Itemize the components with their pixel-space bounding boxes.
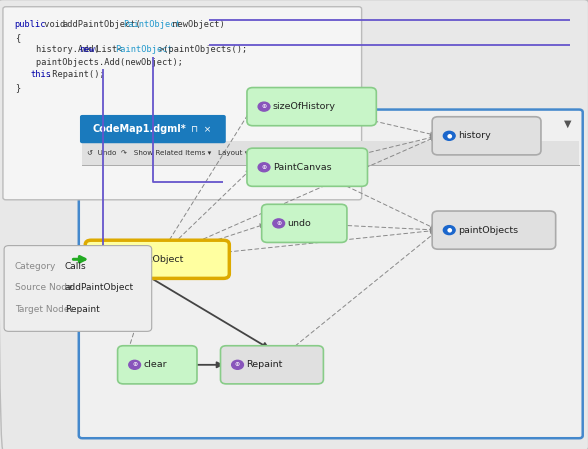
Text: paintObjects.Add(newObject);: paintObjects.Add(newObject); (15, 58, 183, 67)
Text: addPaintObject(: addPaintObject( (63, 20, 142, 29)
Circle shape (273, 219, 285, 228)
Circle shape (258, 163, 270, 172)
Text: ⊕: ⊕ (132, 362, 137, 367)
FancyBboxPatch shape (118, 346, 197, 384)
Text: ⊓  ×: ⊓ × (191, 124, 211, 134)
Text: PaintObject: PaintObject (123, 20, 181, 29)
Circle shape (258, 102, 270, 111)
Text: undo: undo (288, 219, 311, 228)
Text: addPaintObject: addPaintObject (65, 283, 134, 292)
Text: PaintCanvas: PaintCanvas (273, 163, 332, 172)
Text: Calls: Calls (65, 262, 86, 271)
FancyBboxPatch shape (247, 88, 376, 126)
Text: Repaint: Repaint (246, 360, 283, 370)
Text: ⊕: ⊕ (262, 104, 266, 109)
Text: ⊕: ⊕ (235, 362, 240, 367)
Text: history: history (458, 131, 491, 141)
Text: newObject): newObject) (166, 20, 225, 29)
Text: paintObjects: paintObjects (458, 225, 518, 235)
FancyBboxPatch shape (432, 211, 556, 249)
Text: }: } (15, 83, 20, 92)
Text: this: this (31, 70, 52, 79)
Text: new: new (79, 45, 95, 54)
Text: CodeMap1.dgml*: CodeMap1.dgml* (93, 124, 186, 134)
FancyBboxPatch shape (432, 117, 541, 155)
Text: .Repaint();: .Repaint(); (46, 70, 105, 79)
FancyBboxPatch shape (85, 240, 229, 278)
Text: sizeOfHistory: sizeOfHistory (273, 102, 336, 111)
FancyBboxPatch shape (247, 148, 368, 186)
Text: public: public (15, 20, 46, 29)
Text: Source Node: Source Node (15, 283, 72, 292)
Circle shape (443, 131, 455, 140)
Circle shape (96, 255, 108, 264)
Circle shape (443, 225, 455, 234)
Text: ⊕: ⊕ (276, 221, 281, 226)
FancyBboxPatch shape (80, 115, 226, 143)
Text: {: { (15, 33, 20, 42)
Text: void: void (39, 20, 70, 29)
Text: ●: ● (446, 133, 452, 138)
Text: addPaintObject: addPaintObject (111, 255, 183, 264)
FancyBboxPatch shape (262, 204, 347, 242)
Text: history.Add(: history.Add( (15, 45, 99, 54)
FancyBboxPatch shape (79, 110, 583, 438)
FancyBboxPatch shape (4, 246, 152, 331)
Text: ●: ● (446, 228, 452, 233)
Text: Target Node: Target Node (15, 305, 69, 314)
Text: clear: clear (143, 360, 167, 370)
Text: ▼: ▼ (564, 119, 571, 128)
Text: PaintObject: PaintObject (115, 45, 172, 54)
Text: ⊕: ⊕ (262, 165, 266, 170)
Text: >(paintObjects();: >(paintObjects(); (159, 45, 248, 54)
FancyBboxPatch shape (3, 7, 362, 200)
Text: Category: Category (15, 262, 56, 271)
FancyBboxPatch shape (220, 346, 323, 384)
Bar (82, 141, 579, 165)
Text: Repaint: Repaint (65, 305, 99, 314)
Circle shape (232, 360, 243, 369)
Text: ↺  Undo  ↷   Show Related Items ▾   Layout ▾     ⊞  ♻ Comment  Share ▾: ↺ Undo ↷ Show Related Items ▾ Layout ▾ ⊞… (87, 150, 346, 156)
Circle shape (129, 360, 141, 369)
Text: ⊕: ⊕ (100, 257, 105, 262)
Text: List<: List< (91, 45, 122, 54)
